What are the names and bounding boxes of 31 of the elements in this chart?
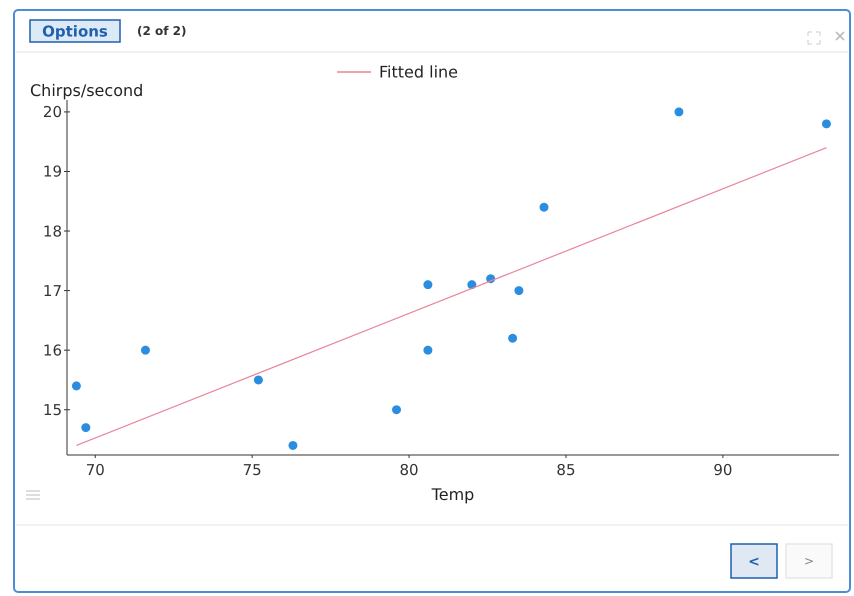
point [72,381,81,390]
point [81,423,90,432]
x-tick-label: 90 [713,461,732,479]
text: > [804,554,814,568]
y-tick-label: 17 [42,282,62,300]
x-tick-label: 85 [556,461,576,479]
y-axis-title: Chirps/second [30,81,144,100]
point [674,107,684,116]
x-axis-title: Temp [430,485,474,504]
legend-label: Fitted line [379,62,458,82]
point [540,202,549,212]
text: Options [42,22,108,40]
point [423,280,432,290]
x-tick-label: 75 [242,461,262,479]
point [140,346,150,355]
y-tick-label: 16 [42,341,62,360]
point [514,286,524,296]
point [822,119,831,128]
x-tick-label: 80 [400,461,419,479]
point [288,440,298,450]
point [254,375,263,384]
text: < [748,554,760,570]
y-tick-label: 18 [42,222,62,240]
point [508,334,518,343]
y-tick-label: 20 [42,103,62,122]
point [423,346,432,355]
y-tick-label: 19 [42,162,62,181]
text: (2 of 2) [137,24,186,38]
x-tick-label: 70 [86,461,105,479]
point [392,405,402,414]
y-tick-label: 15 [42,400,62,419]
